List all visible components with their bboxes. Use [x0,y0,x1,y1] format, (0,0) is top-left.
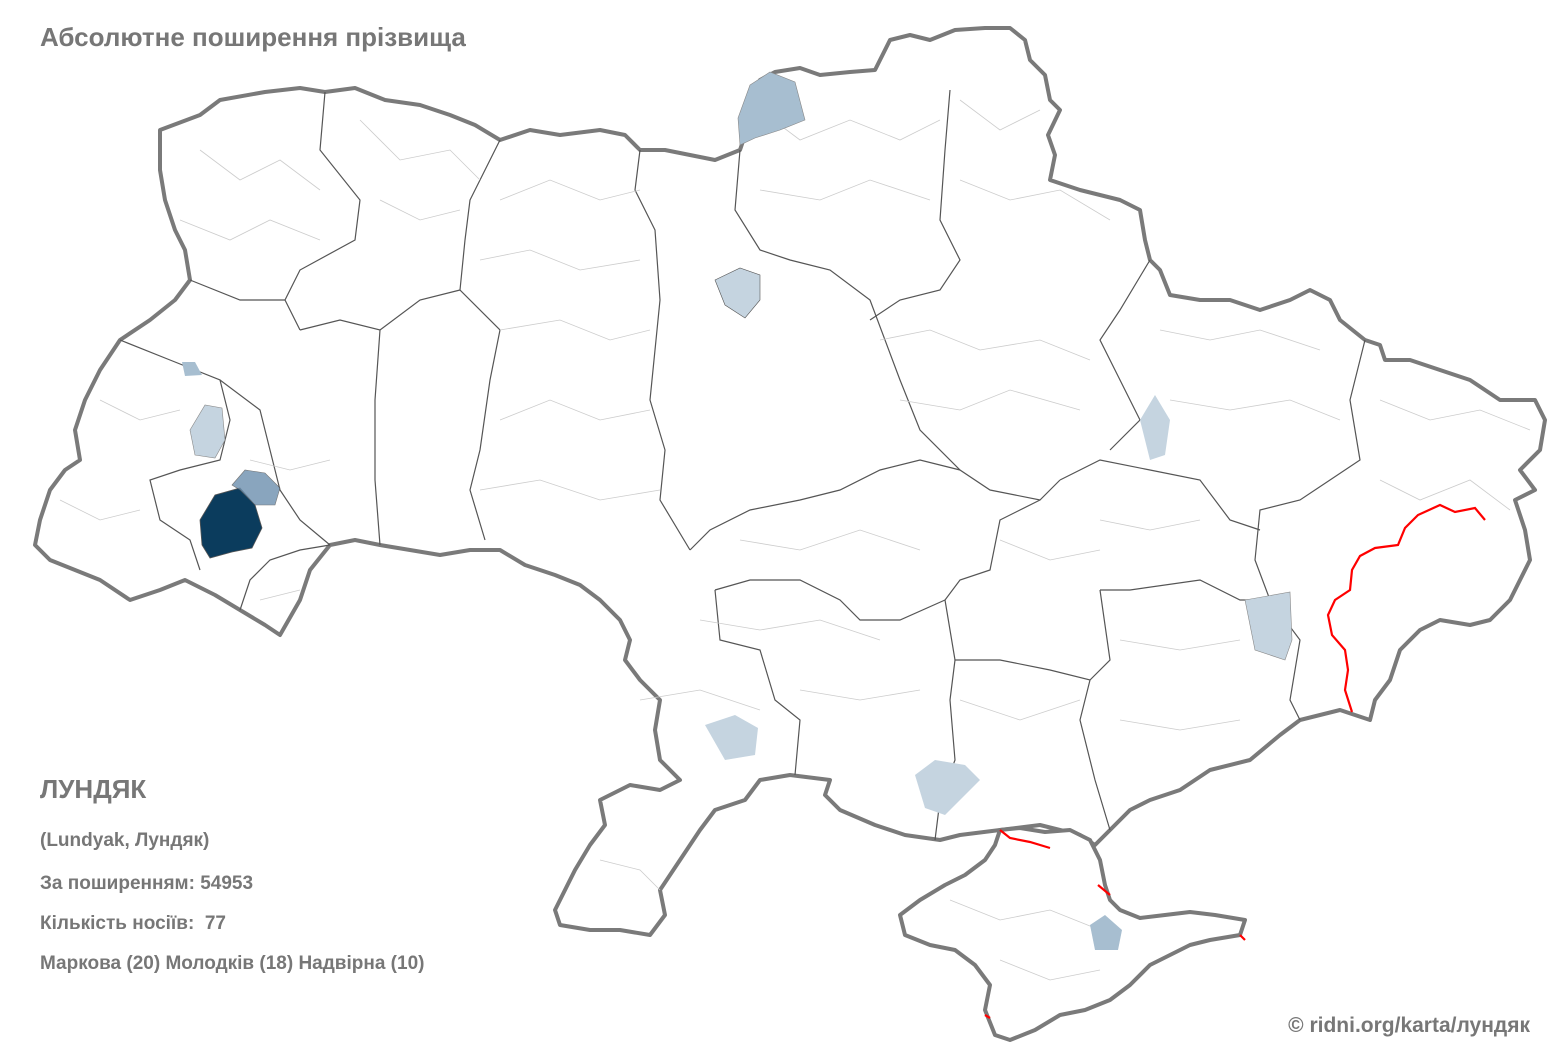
district-medium [714,267,761,319]
occupation-line [984,503,1486,1019]
count-value: 77 [204,913,226,934]
count-label: Кількість носіїв: [40,913,195,934]
crimea-outline [898,826,1247,1042]
district-boundaries [59,99,1531,981]
copyright-link[interactable]: © ridni.org/karta/лундяк [1288,1014,1530,1037]
surname-variants: (Lundyak, Лундяк) [40,830,210,851]
surname-title: ЛУНДЯК [40,774,147,804]
district-medium [705,715,758,760]
top-places: Маркова (20) Молодків (18) Надвірна (10) [40,953,425,974]
highlighted-districts [182,71,1293,950]
district-medium [1244,591,1293,661]
district-medium [1140,395,1170,460]
district-medium [189,404,226,459]
rank-row: За поширенням: 54953 [40,873,253,895]
rank-value: 54953 [200,873,254,894]
district-medium [1090,915,1122,950]
district-medium [737,71,806,146]
map-title: Абсолютне поширення прізвища [40,22,466,52]
count-row: Кількість носіїв: 77 [40,913,226,935]
district-medium [182,362,202,376]
district-highest [199,487,263,559]
district-medium [915,760,980,815]
district-high [231,469,281,506]
ukraine-mainland-outline [33,26,1547,937]
rank-label: За поширенням: [40,873,195,894]
